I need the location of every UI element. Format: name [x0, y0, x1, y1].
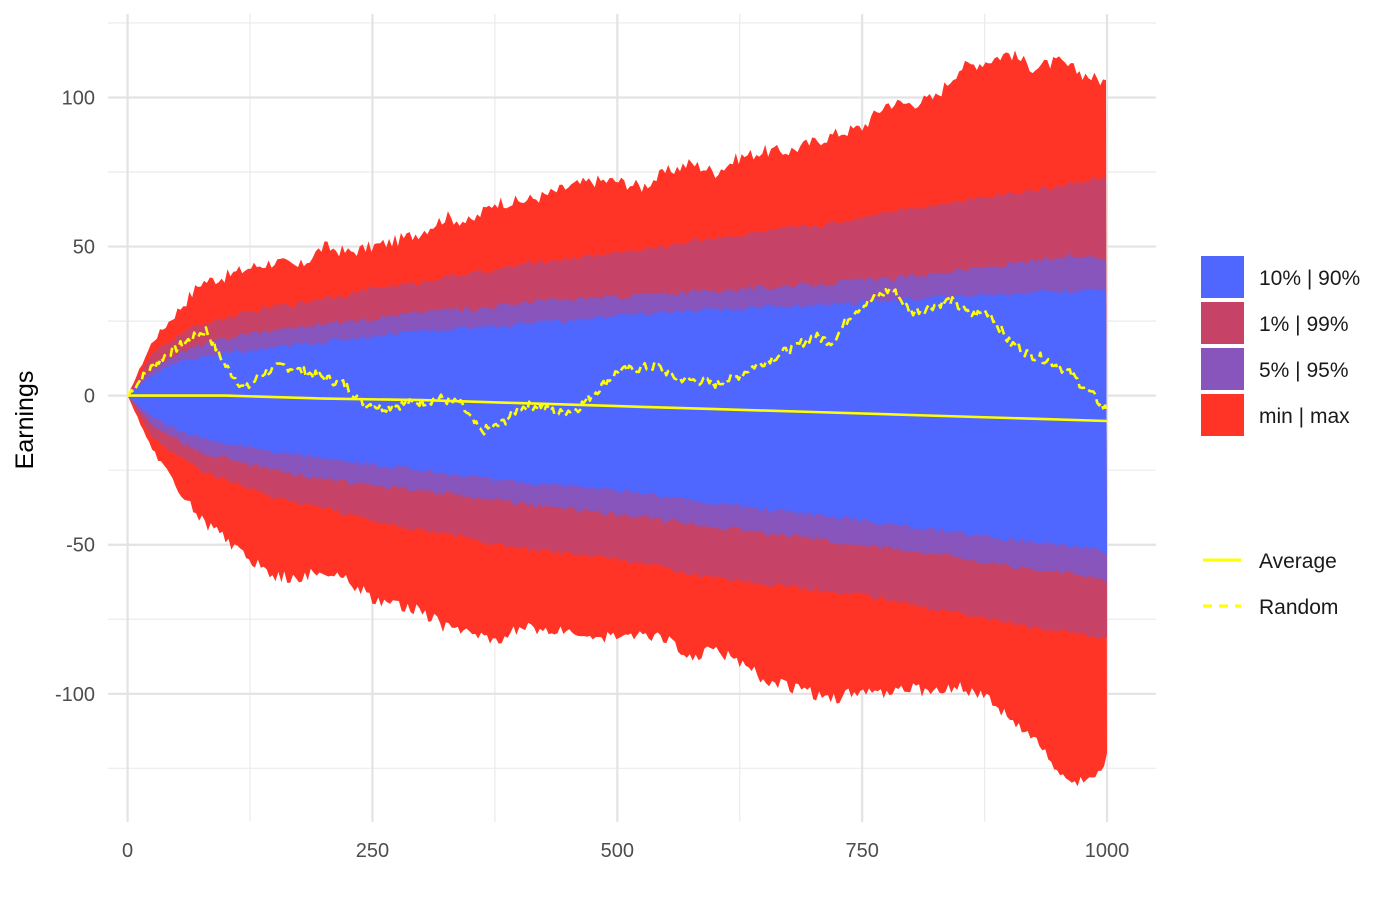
y-tick-label: 0	[84, 386, 95, 408]
series-average-line	[127, 394, 1108, 423]
legend-label: 5% | 95%	[1259, 359, 1349, 382]
legend-label: min | max	[1259, 405, 1350, 428]
y-axis-ticks: -100 -50 0 50 100	[55, 87, 95, 705]
band-10-90-	[127, 288, 1108, 554]
legend-label: 1% | 99%	[1259, 313, 1349, 336]
series-lines	[126, 287, 1109, 436]
legend: 10% | 90% 1% | 99% 5% | 95% min | max Averag…	[1201, 256, 1360, 619]
y-tick-label: -100	[55, 684, 95, 706]
y-tick-label: 100	[62, 87, 95, 109]
legend-swatch	[1201, 256, 1244, 298]
y-tick-label: 50	[73, 237, 95, 259]
x-tick-label: 500	[601, 840, 634, 862]
legend-swatch	[1201, 394, 1244, 436]
x-tick-label: 250	[356, 840, 389, 862]
legend-swatch	[1201, 302, 1244, 344]
x-tick-label: 0	[122, 840, 133, 862]
x-tick-label: 750	[845, 840, 878, 862]
legend-label: Random	[1259, 596, 1338, 619]
legend-swatch	[1201, 348, 1244, 390]
legend-label: 10% | 90%	[1259, 267, 1360, 290]
x-axis-ticks: 0 250 500 750 1000	[122, 840, 1129, 862]
x-tick-label: 1000	[1085, 840, 1130, 862]
y-tick-label: -50	[66, 535, 95, 557]
legend-label: Average	[1259, 550, 1337, 573]
series-random-line	[126, 287, 1109, 436]
y-axis-title: Earnings	[11, 371, 39, 470]
